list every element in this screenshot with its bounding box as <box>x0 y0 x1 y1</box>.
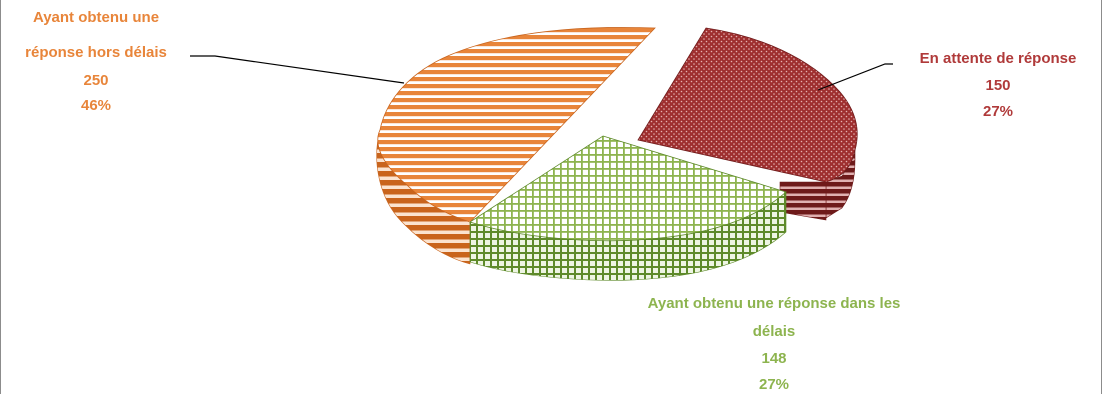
pie-slice-green[interactable] <box>469 135 787 242</box>
label-green-line-1: Ayant obtenu une réponse dans les <box>648 295 901 312</box>
label-red-percent: 27% <box>983 103 1013 120</box>
label-red-line-1: En attente de réponse <box>920 50 1077 67</box>
label-orange-line-2: réponse hors délais <box>25 44 167 61</box>
leader-line-orange <box>190 55 405 84</box>
pie-slice-orange[interactable] <box>377 27 656 223</box>
label-green-line-2: délais <box>753 323 796 340</box>
label-green: Ayant obtenu une réponse dans les délais… <box>648 295 901 393</box>
label-orange: Ayant obtenu une réponse hors délais 250… <box>25 9 167 114</box>
pie-slice-side-red-front <box>779 181 827 221</box>
label-orange-percent: 46% <box>81 97 111 114</box>
pie-slice-red[interactable] <box>637 27 858 183</box>
label-green-percent: 27% <box>759 376 789 393</box>
label-orange-line-1: Ayant obtenu une <box>33 9 159 26</box>
label-red-value: 150 <box>985 77 1010 94</box>
label-orange-value: 250 <box>83 72 108 89</box>
label-red: En attente de réponse 150 27% <box>920 50 1077 120</box>
label-green-value: 148 <box>761 350 786 367</box>
leader-line-red <box>817 63 893 91</box>
frame-border-left <box>0 0 1 394</box>
